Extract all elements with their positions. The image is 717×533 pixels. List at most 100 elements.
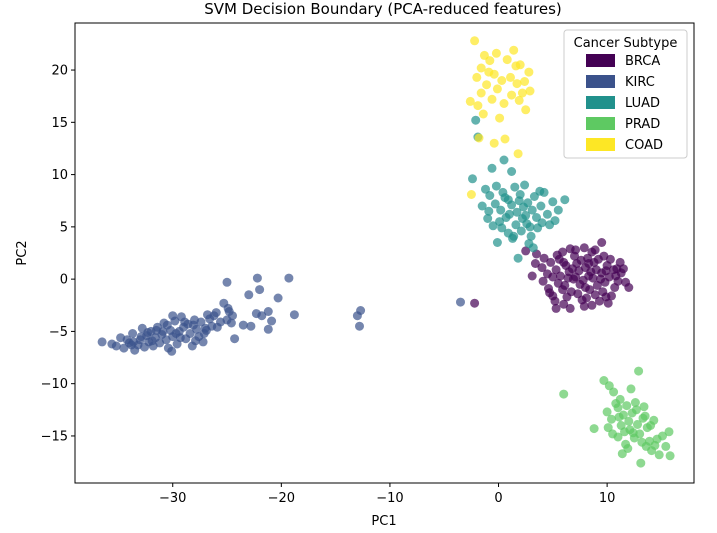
y-tick-label: −15 bbox=[41, 429, 68, 444]
legend-title: Cancer Subtype bbox=[574, 36, 678, 51]
data-point bbox=[624, 416, 634, 426]
data-point bbox=[470, 36, 480, 46]
legend-swatch bbox=[586, 75, 615, 88]
data-point bbox=[97, 337, 107, 347]
data-point bbox=[579, 243, 589, 253]
data-point bbox=[238, 320, 248, 330]
data-point bbox=[502, 55, 512, 65]
data-point bbox=[484, 206, 494, 216]
data-point bbox=[526, 231, 536, 241]
data-point bbox=[212, 322, 222, 332]
data-point bbox=[228, 311, 237, 321]
data-point bbox=[473, 101, 483, 111]
data-point bbox=[517, 88, 527, 98]
data-point bbox=[539, 253, 549, 263]
data-point bbox=[476, 88, 486, 98]
x-tick-label: 10 bbox=[599, 491, 616, 506]
data-point bbox=[485, 56, 495, 66]
x-tick-label: −20 bbox=[268, 491, 295, 506]
data-point bbox=[355, 321, 364, 331]
data-point bbox=[661, 441, 671, 451]
data-point bbox=[521, 210, 531, 220]
data-point bbox=[584, 259, 594, 268]
data-point bbox=[626, 384, 636, 394]
data-point bbox=[107, 339, 117, 349]
data-point bbox=[191, 336, 200, 346]
data-point bbox=[567, 264, 577, 274]
data-point bbox=[510, 182, 520, 192]
data-point bbox=[552, 250, 562, 260]
data-point bbox=[654, 450, 664, 460]
data-point bbox=[555, 271, 565, 281]
data-point bbox=[658, 431, 667, 441]
data-point bbox=[509, 45, 519, 55]
data-point bbox=[624, 283, 634, 292]
data-point bbox=[500, 134, 510, 144]
data-point bbox=[565, 303, 575, 313]
data-point bbox=[496, 205, 506, 215]
data-point bbox=[263, 324, 273, 334]
data-point bbox=[560, 280, 570, 290]
data-point bbox=[611, 399, 621, 408]
data-point bbox=[536, 201, 546, 211]
data-point bbox=[520, 77, 530, 86]
plot-frame bbox=[74, 22, 695, 484]
data-point bbox=[255, 285, 265, 295]
data-point bbox=[500, 193, 510, 203]
data-point bbox=[631, 405, 641, 415]
data-point bbox=[497, 76, 507, 85]
data-point bbox=[257, 311, 267, 321]
data-point bbox=[603, 423, 613, 433]
legend-item-coad: COAD bbox=[586, 138, 663, 153]
data-point bbox=[550, 296, 560, 306]
y-axis: −15 −10 −5 0 5 10 15 20 bbox=[41, 64, 75, 444]
data-point bbox=[605, 254, 615, 264]
data-point bbox=[244, 290, 254, 300]
data-point bbox=[630, 398, 640, 407]
data-point bbox=[185, 329, 195, 338]
data-point bbox=[586, 267, 596, 277]
data-point bbox=[550, 216, 560, 226]
data-point bbox=[559, 299, 569, 309]
data-point bbox=[608, 429, 618, 439]
data-point bbox=[563, 273, 573, 283]
data-point bbox=[628, 428, 638, 438]
data-point bbox=[623, 444, 633, 453]
data-point bbox=[196, 317, 206, 327]
data-point bbox=[525, 222, 535, 232]
data-point bbox=[506, 72, 515, 82]
data-point bbox=[587, 300, 597, 310]
data-point bbox=[471, 115, 481, 125]
data-point bbox=[576, 255, 586, 265]
data-point bbox=[514, 196, 524, 206]
data-point bbox=[147, 336, 157, 346]
data-point bbox=[527, 271, 537, 281]
data-point bbox=[603, 298, 613, 308]
data-point bbox=[472, 72, 482, 82]
data-point bbox=[209, 311, 219, 321]
data-point bbox=[545, 288, 555, 298]
data-point bbox=[638, 413, 648, 423]
data-point bbox=[551, 265, 561, 275]
legend-label: KIRC bbox=[625, 75, 655, 90]
data-point bbox=[538, 276, 548, 286]
data-point bbox=[474, 133, 484, 143]
data-point bbox=[273, 293, 283, 303]
data-point bbox=[571, 245, 581, 255]
legend-swatch bbox=[586, 54, 615, 67]
data-point bbox=[151, 325, 161, 335]
data-point bbox=[485, 191, 495, 200]
data-point bbox=[352, 311, 362, 321]
data-point bbox=[495, 113, 505, 123]
data-point bbox=[597, 238, 607, 247]
data-point bbox=[595, 296, 604, 306]
data-point bbox=[530, 259, 540, 268]
data-point bbox=[491, 181, 501, 191]
data-point bbox=[521, 105, 531, 115]
legend-label: PRAD bbox=[625, 117, 660, 132]
data-point bbox=[481, 184, 490, 194]
x-tick-label: −30 bbox=[159, 491, 186, 506]
data-point bbox=[641, 441, 651, 451]
data-point bbox=[521, 246, 531, 256]
